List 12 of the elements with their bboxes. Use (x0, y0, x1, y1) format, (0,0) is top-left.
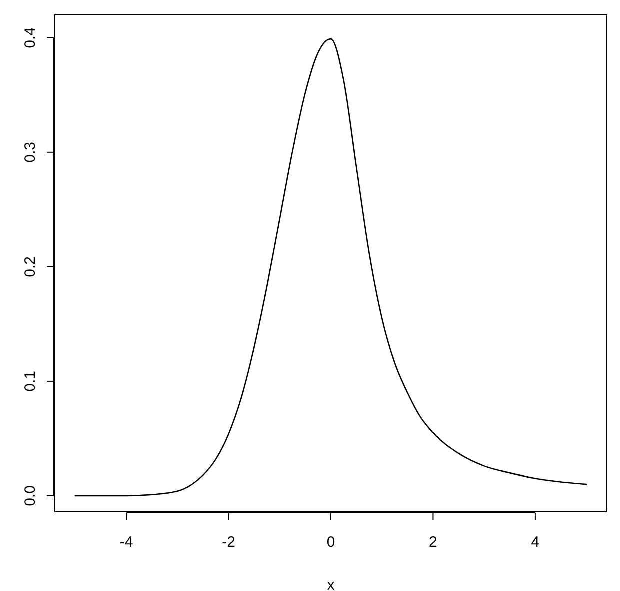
x-tick-label: 0 (326, 534, 336, 551)
y-tick-label: 0.3 (22, 142, 39, 163)
x-axis-title: x (327, 577, 336, 591)
y-tick-label: 0.4 (22, 27, 39, 48)
y-tick-label: 0.0 (22, 486, 39, 506)
x-tick-label: -2 (222, 534, 236, 551)
line-series (74, 38, 588, 497)
y-tick-label: 0.1 (22, 371, 39, 392)
x-tick-label: 4 (531, 534, 540, 551)
x-tick-label: 2 (429, 534, 438, 551)
x-tick-label: -4 (120, 534, 134, 551)
y-tick-label: 0.2 (22, 256, 39, 278)
